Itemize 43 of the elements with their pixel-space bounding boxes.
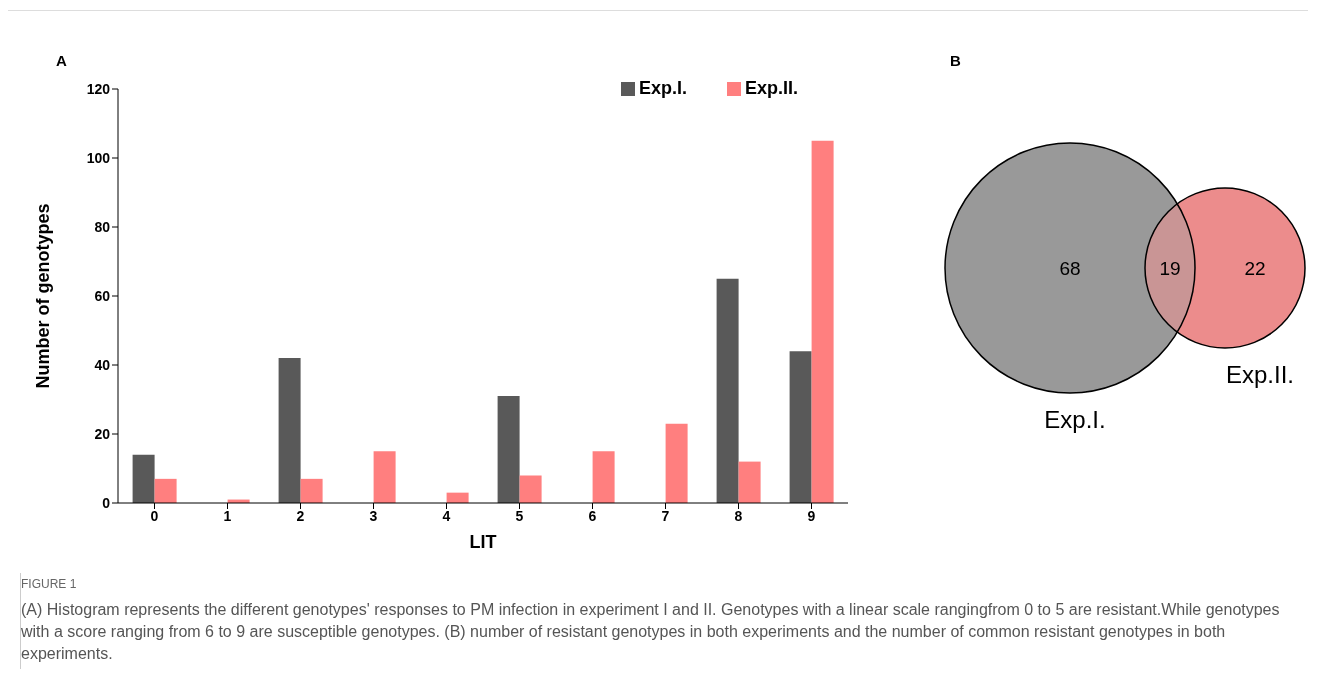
x-tick-label: 0 (150, 507, 159, 524)
x-tick-label: 6 (588, 507, 597, 524)
bar (665, 423, 688, 503)
bar (738, 461, 761, 503)
y-tick-label: 120 (86, 80, 111, 97)
x-tick-label: 1 (223, 507, 232, 524)
bar (154, 478, 177, 503)
bar (592, 451, 615, 503)
y-tick-label: 80 (94, 218, 111, 235)
bar (519, 475, 542, 503)
data-label: 68 (1059, 258, 1081, 279)
bar (373, 451, 396, 503)
bar (811, 140, 834, 503)
x-tick-label: 9 (807, 507, 816, 524)
text: B (950, 52, 961, 69)
x-tick-label: 2 (296, 507, 305, 524)
caption: FIGURE 1 (21, 576, 78, 593)
x-tick-label: 3 (369, 507, 378, 524)
x-tick-label: 4 (442, 507, 451, 524)
y-tick-label: 20 (94, 425, 111, 442)
category-label: Exp.II. (1225, 361, 1295, 388)
x-tick-label: 5 (515, 507, 524, 524)
legend-label: Exp.II. (744, 78, 798, 98)
bar (132, 454, 155, 503)
y-tick-label: 0 (102, 494, 111, 511)
data-label: 19 (1159, 258, 1181, 279)
y-tick-label: 100 (86, 149, 111, 166)
bar (278, 358, 301, 503)
y-tick-label: 40 (94, 356, 111, 373)
y-tick-label: 60 (94, 287, 111, 304)
x-tick-label: 8 (734, 507, 743, 524)
bar (300, 478, 323, 503)
y-axis-title: Number of genotypes (33, 203, 54, 389)
bar (716, 278, 739, 503)
x-tick-label: 7 (661, 507, 670, 524)
category-label: Exp.I. (1044, 406, 1106, 433)
bar (789, 351, 812, 503)
x-axis-title: LIT (469, 532, 497, 552)
chart-title: A (56, 52, 67, 69)
data-label: 22 (1244, 258, 1266, 279)
legend-label: Exp.I. (638, 78, 687, 98)
text: (A) Histogram represents the different genotypes' responses to PM infection in experiment I and II. Genotypes with a linear scale rangingfrom 0 to 5 are resistant.While genotypes with a score ranging from 6 to 9 are susceptible genotypes. (B) number of resistant genotypes in both experiments and the number of common resistant genotypes in both experiments. (21, 600, 1281, 664)
bar (497, 396, 520, 503)
